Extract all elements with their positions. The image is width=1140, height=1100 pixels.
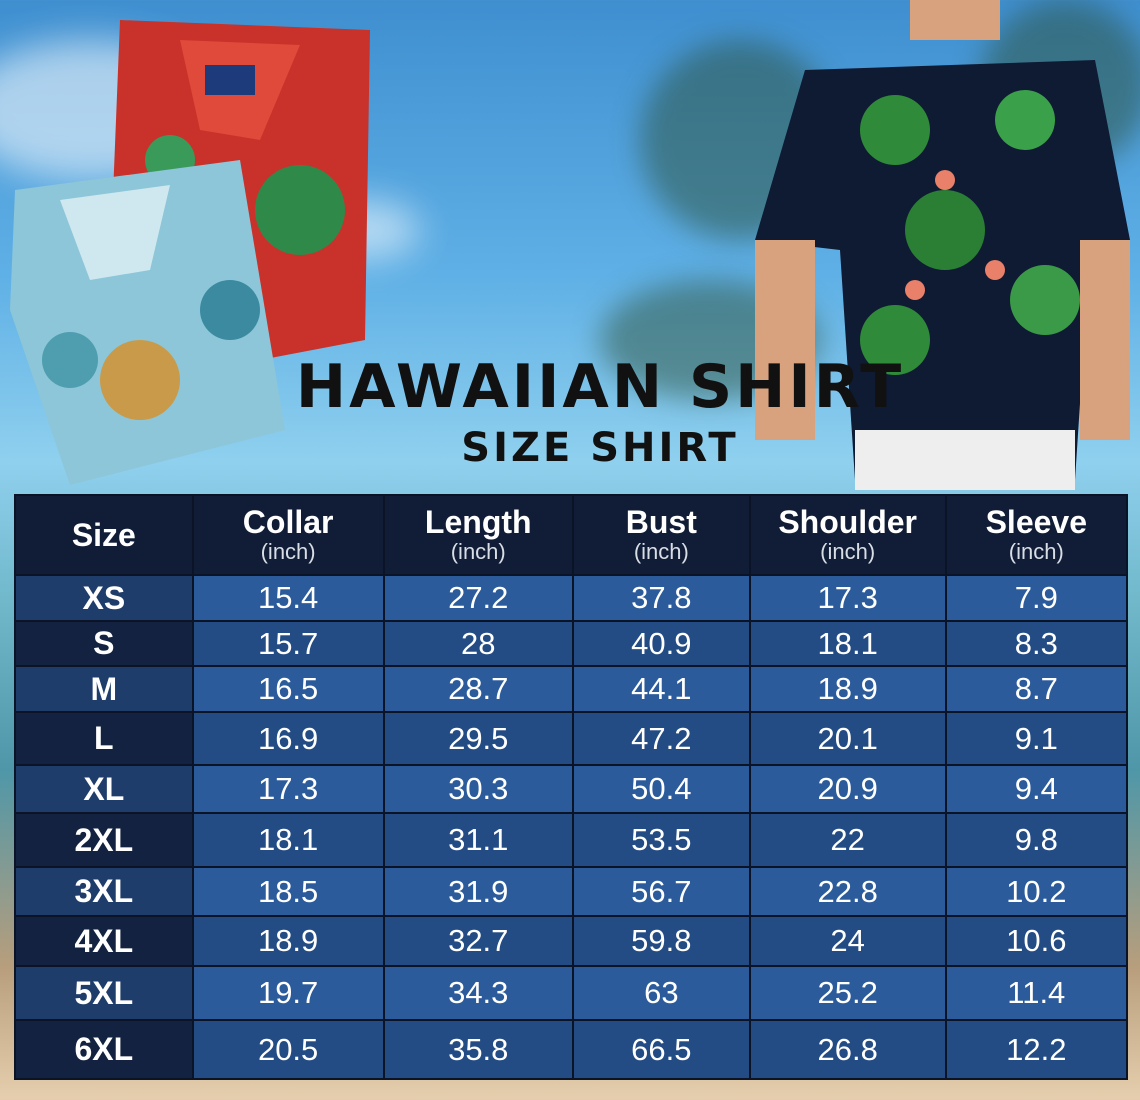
measurement-cell: 8.3 xyxy=(944,620,1129,667)
table-row: L 16.9 29.5 47.2 20.1 9.1 xyxy=(14,711,1129,766)
measurement-cell: 9.4 xyxy=(944,764,1129,814)
measurement-cell: 30.3 xyxy=(382,764,574,814)
column-header-shoulder: Shoulder (inch) xyxy=(748,494,947,576)
size-cell: 4XL xyxy=(14,915,194,967)
measurement-cell: 37.8 xyxy=(571,574,751,622)
measurement-cell: 20.5 xyxy=(191,1019,385,1080)
measurement-cell: 22.8 xyxy=(748,866,947,917)
column-header-size: Size xyxy=(14,494,194,576)
model-wearing-shirt-image xyxy=(755,0,1130,490)
measurement-cell: 16.5 xyxy=(191,665,385,713)
column-header-length: Length (inch) xyxy=(382,494,574,576)
measurement-cell: 18.5 xyxy=(191,866,385,917)
measurement-cell: 10.6 xyxy=(944,915,1129,967)
measurement-cell: 20.9 xyxy=(748,764,947,814)
measurement-cell: 8.7 xyxy=(944,665,1129,713)
size-chart-table: Size Collar (inch) Length (inch) Bust (inch) Sh… xyxy=(14,494,1129,1080)
measurement-cell: 26.8 xyxy=(748,1019,947,1080)
measurement-cell: 18.9 xyxy=(748,665,947,713)
measurement-cell: 34.3 xyxy=(382,965,574,1021)
measurement-cell: 32.7 xyxy=(382,915,574,967)
measurement-cell: 28.7 xyxy=(382,665,574,713)
column-header-bust: Bust (inch) xyxy=(571,494,751,576)
table-row: 3XL 18.5 31.9 56.7 22.8 10.2 xyxy=(14,866,1129,917)
size-cell: XS xyxy=(14,574,194,622)
size-cell: XL xyxy=(14,764,194,814)
measurement-cell: 19.7 xyxy=(191,965,385,1021)
measurement-cell: 18.1 xyxy=(748,620,947,667)
measurement-cell: 18.1 xyxy=(191,812,385,868)
page-title: HAWAIIAN SHIRT xyxy=(295,352,905,422)
column-header-label: Collar xyxy=(242,504,334,540)
measurement-cell: 9.8 xyxy=(944,812,1129,868)
column-header-sleeve: Sleeve (inch) xyxy=(944,494,1129,576)
measurement-cell: 53.5 xyxy=(571,812,751,868)
column-header-unit: (inch) xyxy=(633,539,689,564)
column-header-label: Length xyxy=(424,504,532,540)
measurement-cell: 25.2 xyxy=(748,965,947,1021)
measurement-cell: 11.4 xyxy=(944,965,1129,1021)
table-row: XL 17.3 30.3 50.4 20.9 9.4 xyxy=(14,764,1129,814)
measurement-cell: 20.1 xyxy=(748,711,947,766)
column-header-collar: Collar (inch) xyxy=(191,494,385,576)
size-cell: 3XL xyxy=(14,866,194,917)
column-header-label: Size xyxy=(71,517,136,553)
column-header-label: Sleeve xyxy=(985,504,1087,540)
table-row: S 15.7 28 40.9 18.1 8.3 xyxy=(14,620,1129,667)
size-cell: 2XL xyxy=(14,812,194,868)
table-row: 2XL 18.1 31.1 53.5 22 9.8 xyxy=(14,812,1129,868)
size-cell: S xyxy=(14,620,194,667)
measurement-cell: 29.5 xyxy=(382,711,574,766)
measurement-cell: 31.9 xyxy=(382,866,574,917)
column-header-label: Shoulder xyxy=(778,504,917,540)
table-row: 4XL 18.9 32.7 59.8 24 10.6 xyxy=(14,915,1129,967)
measurement-cell: 15.4 xyxy=(191,574,385,622)
measurement-cell: 63 xyxy=(571,965,751,1021)
measurement-cell: 35.8 xyxy=(382,1019,574,1080)
measurement-cell: 9.1 xyxy=(944,711,1129,766)
measurement-cell: 17.3 xyxy=(191,764,385,814)
measurement-cell: 50.4 xyxy=(571,764,751,814)
folded-shirts-image xyxy=(10,20,370,485)
column-header-unit: (inch) xyxy=(1008,539,1064,564)
table-row: 5XL 19.7 34.3 63 25.2 11.4 xyxy=(14,965,1129,1021)
measurement-cell: 16.9 xyxy=(191,711,385,766)
measurement-cell: 22 xyxy=(748,812,947,868)
column-header-unit: (inch) xyxy=(260,539,316,564)
measurement-cell: 7.9 xyxy=(944,574,1129,622)
measurement-cell: 15.7 xyxy=(191,620,385,667)
measurement-cell: 28 xyxy=(382,620,574,667)
measurement-cell: 12.2 xyxy=(944,1019,1129,1080)
measurement-cell: 10.2 xyxy=(944,866,1129,917)
measurement-cell: 17.3 xyxy=(748,574,947,622)
size-cell: M xyxy=(14,665,194,713)
measurement-cell: 56.7 xyxy=(571,866,751,917)
column-header-label: Bust xyxy=(625,504,697,540)
measurement-cell: 31.1 xyxy=(382,812,574,868)
size-cell: 5XL xyxy=(14,965,194,1021)
column-header-unit: (inch) xyxy=(820,539,876,564)
measurement-cell: 59.8 xyxy=(571,915,751,967)
table-row: M 16.5 28.7 44.1 18.9 8.7 xyxy=(14,665,1129,713)
measurement-cell: 24 xyxy=(748,915,947,967)
column-header-unit: (inch) xyxy=(450,539,506,564)
size-cell: L xyxy=(14,711,194,766)
table-row: XS 15.4 27.2 37.8 17.3 7.9 xyxy=(14,574,1129,622)
size-cell: 6XL xyxy=(14,1019,194,1080)
measurement-cell: 27.2 xyxy=(382,574,574,622)
measurement-cell: 18.9 xyxy=(191,915,385,967)
measurement-cell: 47.2 xyxy=(571,711,751,766)
measurement-cell: 40.9 xyxy=(571,620,751,667)
measurement-cell: 66.5 xyxy=(571,1019,751,1080)
measurement-cell: 44.1 xyxy=(571,665,751,713)
page-subtitle: SIZE SHIRT xyxy=(461,425,739,471)
table-row: 6XL 20.5 35.8 66.5 26.8 12.2 xyxy=(14,1019,1129,1080)
table-header-row: Size Collar (inch) Length (inch) Bust (inch) Sh… xyxy=(14,494,1129,576)
